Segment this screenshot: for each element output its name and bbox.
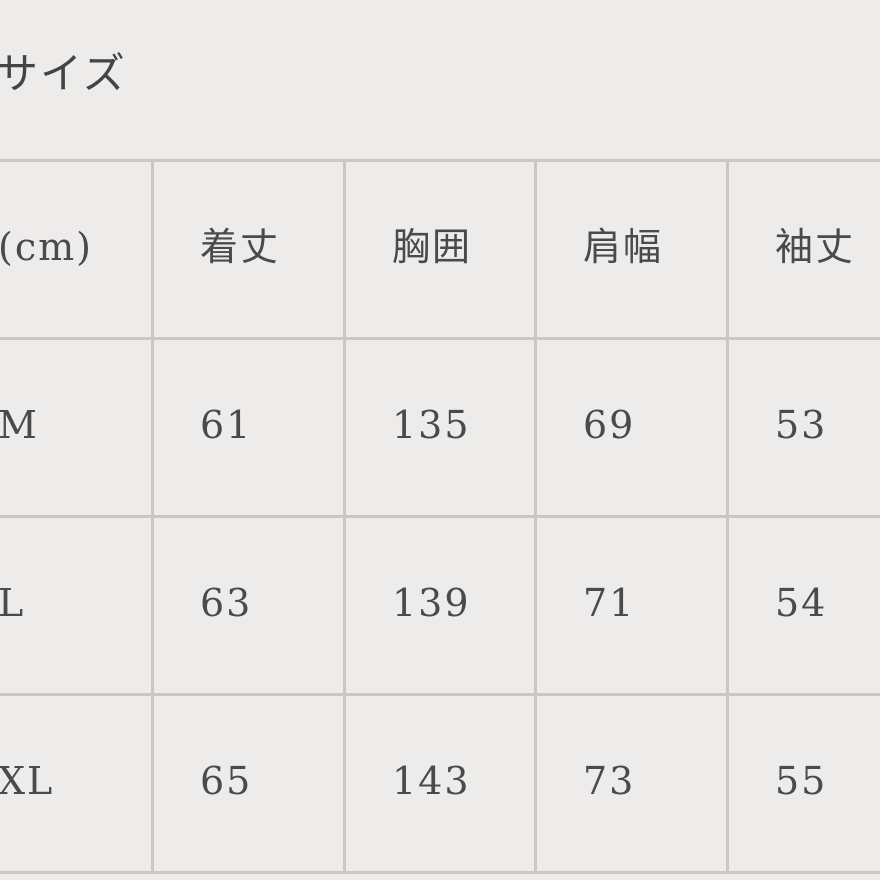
table-cell: L (0, 581, 26, 625)
table-cell: 65 (200, 759, 253, 803)
table-cell: 71 (583, 581, 636, 625)
row-border (0, 515, 880, 518)
header-cell: (cm) (0, 225, 93, 269)
table-cell: 53 (775, 403, 828, 447)
row-border (0, 159, 880, 162)
table-cell: M (0, 403, 39, 447)
table-cell: 139 (392, 581, 471, 625)
table-cell: 54 (775, 581, 828, 625)
row-border (0, 693, 880, 696)
table-cell: 135 (392, 403, 471, 447)
table-cell: 73 (583, 759, 636, 803)
row-border (0, 871, 880, 874)
column-border (726, 160, 729, 872)
column-border (534, 160, 537, 872)
table-cell: 55 (775, 759, 828, 803)
header-cell: 肩幅 (583, 225, 664, 269)
column-border (151, 160, 154, 872)
table-cell: 143 (392, 759, 471, 803)
title: サイズ (0, 49, 127, 98)
column-border (343, 160, 346, 872)
row-border (0, 337, 880, 340)
table-cell: 63 (200, 581, 253, 625)
table-cell: 69 (583, 403, 636, 447)
table-cell: XL (0, 759, 55, 803)
header-cell: 着丈 (200, 225, 281, 269)
header-cell: 胸囲 (392, 225, 473, 269)
table-cell: 61 (200, 403, 253, 447)
header-cell: 袖丈 (775, 225, 856, 269)
